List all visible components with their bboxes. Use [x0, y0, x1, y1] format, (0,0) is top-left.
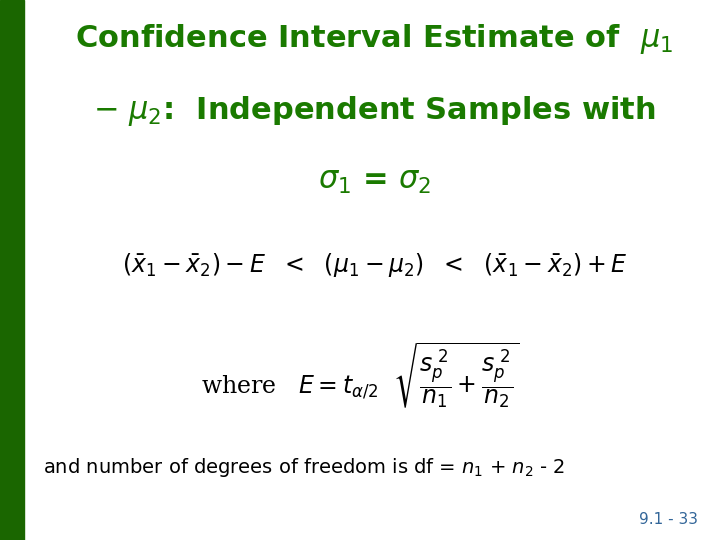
Text: 9.1 - 33: 9.1 - 33 — [639, 511, 698, 526]
Text: $-\ \mu_2$:  Independent Samples with: $-\ \mu_2$: Independent Samples with — [93, 94, 656, 129]
Text: and number of degrees of freedom is df = $n_1$ + $n_2$ - 2: and number of degrees of freedom is df =… — [43, 456, 565, 480]
Bar — [0, 0, 24, 540]
Text: Confidence Interval Estimate of  $\mu_1$: Confidence Interval Estimate of $\mu_1$ — [76, 22, 673, 56]
Text: where   $E = t_{\alpha/2}\ \ \sqrt{\dfrac{s_p^{\ 2}}{n_1} + \dfrac{s_p^{\ 2}}{n_: where $E = t_{\alpha/2}\ \ \sqrt{\dfrac{… — [201, 340, 519, 410]
Text: $\sigma_1$ = $\sigma_2$: $\sigma_1$ = $\sigma_2$ — [318, 167, 431, 197]
Text: $(\bar{x}_1 - \bar{x}_2) - E\ \ <\ \ (\mu_1 - \mu_2)\ \ <\ \ (\bar{x}_1 - \bar{x: $(\bar{x}_1 - \bar{x}_2) - E\ \ <\ \ (\m… — [122, 251, 627, 279]
